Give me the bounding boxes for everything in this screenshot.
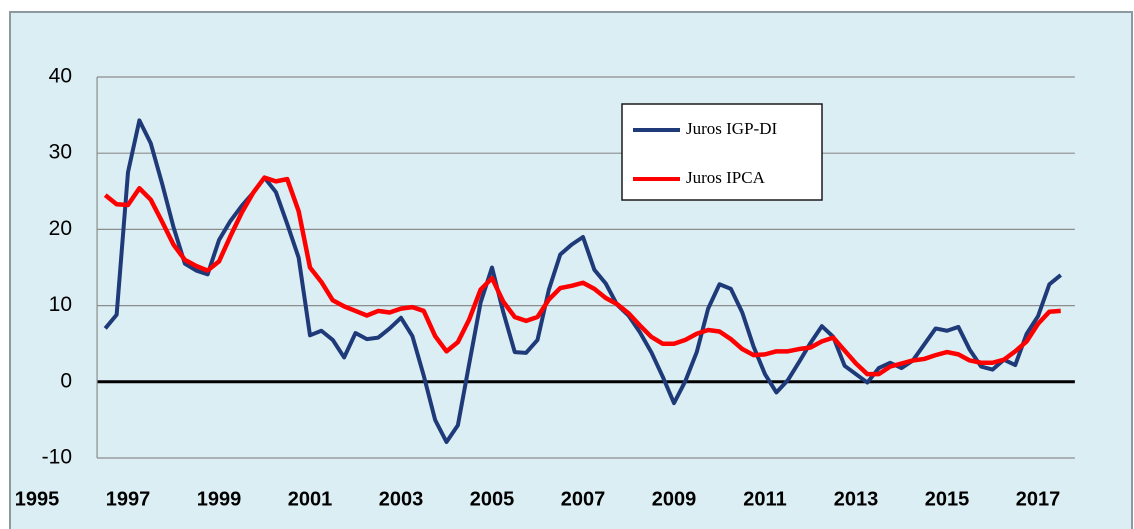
- y-tick-label: 20: [49, 217, 72, 240]
- legend-label: Juros IPCA: [686, 168, 766, 187]
- x-tick-label: 2015: [925, 488, 970, 510]
- x-tick-label: 2001: [288, 488, 333, 510]
- x-tick-label: 2017: [1016, 488, 1061, 510]
- legend: Juros IGP-DI Juros IPCA: [621, 103, 823, 201]
- y-tick-label: 40: [49, 65, 72, 88]
- y-tick-label: 30: [49, 141, 72, 164]
- legend-label: Juros IGP-DI: [686, 119, 777, 138]
- x-tick-label: 2011: [743, 488, 786, 510]
- x-tick-label: 2007: [561, 488, 606, 510]
- x-tick-label: 1999: [197, 488, 242, 510]
- x-tick-label: 2013: [834, 488, 879, 510]
- y-tick-label: -10: [42, 446, 72, 469]
- legend-box: [621, 103, 823, 201]
- plot-area: -10 0 10 20 30 40 1995 1997 1999 2001 2003 2005 2007…: [15, 65, 1075, 510]
- chart-background: [9, 11, 1133, 529]
- x-tick-label: 2005: [470, 488, 515, 510]
- x-tick-label: 1997: [106, 488, 151, 510]
- y-tick-label: 0: [60, 369, 72, 392]
- x-tick-label: 2009: [652, 488, 697, 510]
- series-line: [103, 175, 1061, 377]
- y-tick-label: 10: [49, 293, 72, 316]
- x-tick-label: 1995: [15, 488, 60, 510]
- x-tick-label: 2003: [379, 488, 424, 510]
